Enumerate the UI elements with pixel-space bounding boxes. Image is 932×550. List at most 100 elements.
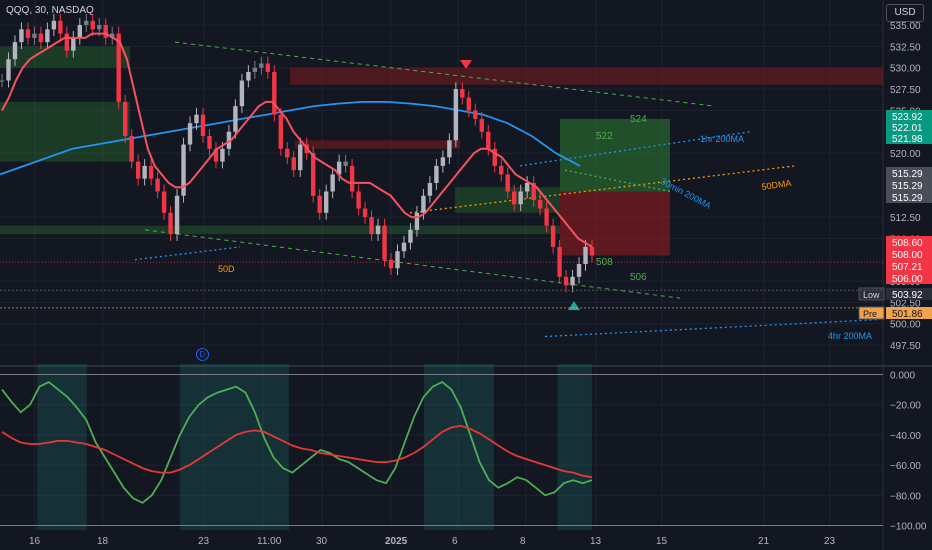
osc-fast-line (1, 381, 593, 504)
candle (71, 31, 76, 58)
candle-body (576, 264, 582, 277)
price-label-chip: 503.92 Low (858, 287, 932, 301)
price-chip-value: 515.29 (892, 181, 923, 192)
candle-body (356, 191, 361, 209)
candle-body (466, 97, 472, 111)
candle-body (486, 131, 491, 149)
candle (168, 205, 173, 241)
candle (466, 90, 472, 118)
candle-body (473, 110, 478, 119)
candle (479, 112, 484, 139)
candle (388, 252, 394, 276)
candle-body (362, 208, 368, 218)
candle (103, 18, 108, 45)
candle (395, 244, 400, 276)
price-tick-label: 520.00 (890, 149, 921, 160)
candle (110, 26, 115, 45)
time-tick-label: 2025 (385, 536, 408, 547)
candle (362, 201, 368, 224)
candle (583, 240, 588, 271)
candle (563, 269, 569, 293)
price-label-chip: 523.92 (886, 110, 932, 123)
candle-body (246, 72, 251, 81)
osc-tick-label: −40.00 (890, 431, 921, 442)
candle-body (447, 140, 452, 158)
candle (330, 167, 335, 199)
candle-body (343, 161, 348, 166)
candle-body (427, 182, 433, 196)
dividend-event-icon[interactable]: D (196, 348, 209, 361)
candle-body (388, 259, 394, 269)
candle-body (518, 191, 523, 205)
candle (64, 26, 70, 58)
price-chip-value: 515.29 (892, 193, 923, 204)
candle (6, 52, 11, 88)
candle (246, 65, 251, 88)
candle (317, 188, 322, 220)
price-tick-label: 530.00 (890, 64, 921, 75)
candle-body (213, 148, 219, 162)
candle (187, 116, 193, 152)
candle-body (298, 144, 303, 171)
channel-upper-line (174, 41, 716, 107)
candle (460, 82, 465, 105)
candle (511, 184, 517, 212)
annotation-label: 1hr 200MA (700, 134, 744, 144)
candle-body (583, 246, 588, 265)
candle (434, 159, 439, 190)
candle (499, 159, 504, 182)
candle (129, 129, 134, 169)
candle-body (317, 195, 322, 213)
candle-body (233, 106, 238, 132)
price-chip-value: 506.00 (892, 274, 923, 285)
candle-body (531, 182, 536, 201)
time-tick-label: 23 (198, 536, 210, 547)
candle (531, 176, 536, 207)
annotation-label: 508 (596, 257, 613, 268)
annotation-label: 524 (630, 114, 647, 125)
price-chip-bg (886, 307, 932, 319)
time-tick-label: 30 (316, 536, 328, 547)
time-tick-label: 21 (758, 536, 770, 547)
candle (570, 269, 575, 293)
candle-body (499, 165, 504, 175)
candle (336, 154, 342, 182)
price-label-chip: 507.21 (886, 260, 932, 273)
ma200-4h-line (544, 318, 881, 338)
candle-body (25, 29, 31, 38)
price-tick-label: 527.50 (890, 85, 921, 96)
candle (414, 205, 420, 237)
candle (323, 184, 329, 220)
candle (233, 99, 238, 139)
price-chip-value: 508.00 (892, 250, 923, 261)
price-label-chip: 501.86 Pre (858, 306, 932, 320)
candle-body (414, 212, 420, 230)
candle (401, 235, 407, 259)
candle (447, 133, 452, 165)
price-tick-label: 502.50 (890, 298, 921, 309)
osc-highlight-band (179, 364, 289, 530)
price-tick-label: 512.50 (890, 213, 921, 224)
candle (135, 154, 141, 186)
price-chip-tag-bg (858, 287, 885, 301)
currency-chip[interactable]: USD (886, 4, 924, 22)
candle-body (395, 251, 400, 269)
candle (589, 240, 595, 263)
candle (453, 82, 459, 148)
candle-body (285, 148, 290, 158)
candle-body (181, 144, 186, 196)
osc-tick-label: −60.00 (890, 461, 921, 472)
candle (375, 218, 381, 241)
candle-body (434, 165, 439, 183)
candle-body (440, 157, 446, 166)
candle (505, 167, 510, 199)
price-chip-value: 522.01 (892, 123, 923, 134)
candle (408, 223, 413, 250)
time-tick-label: 15 (656, 536, 668, 547)
candle (259, 56, 264, 75)
candle-body (148, 165, 154, 179)
candle-body (71, 37, 76, 51)
candle-body (110, 33, 115, 38)
price-tick-label: 500.00 (890, 320, 921, 331)
